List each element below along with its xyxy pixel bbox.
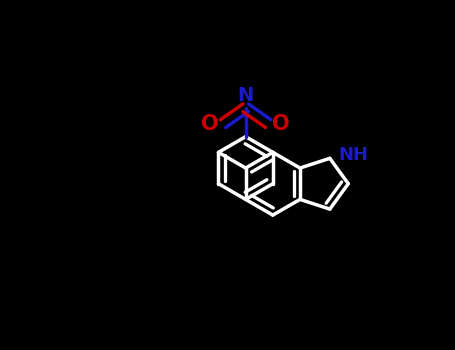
- Text: O: O: [201, 114, 219, 134]
- Text: N: N: [238, 86, 254, 105]
- Text: O: O: [273, 114, 290, 134]
- Text: NH: NH: [339, 146, 369, 164]
